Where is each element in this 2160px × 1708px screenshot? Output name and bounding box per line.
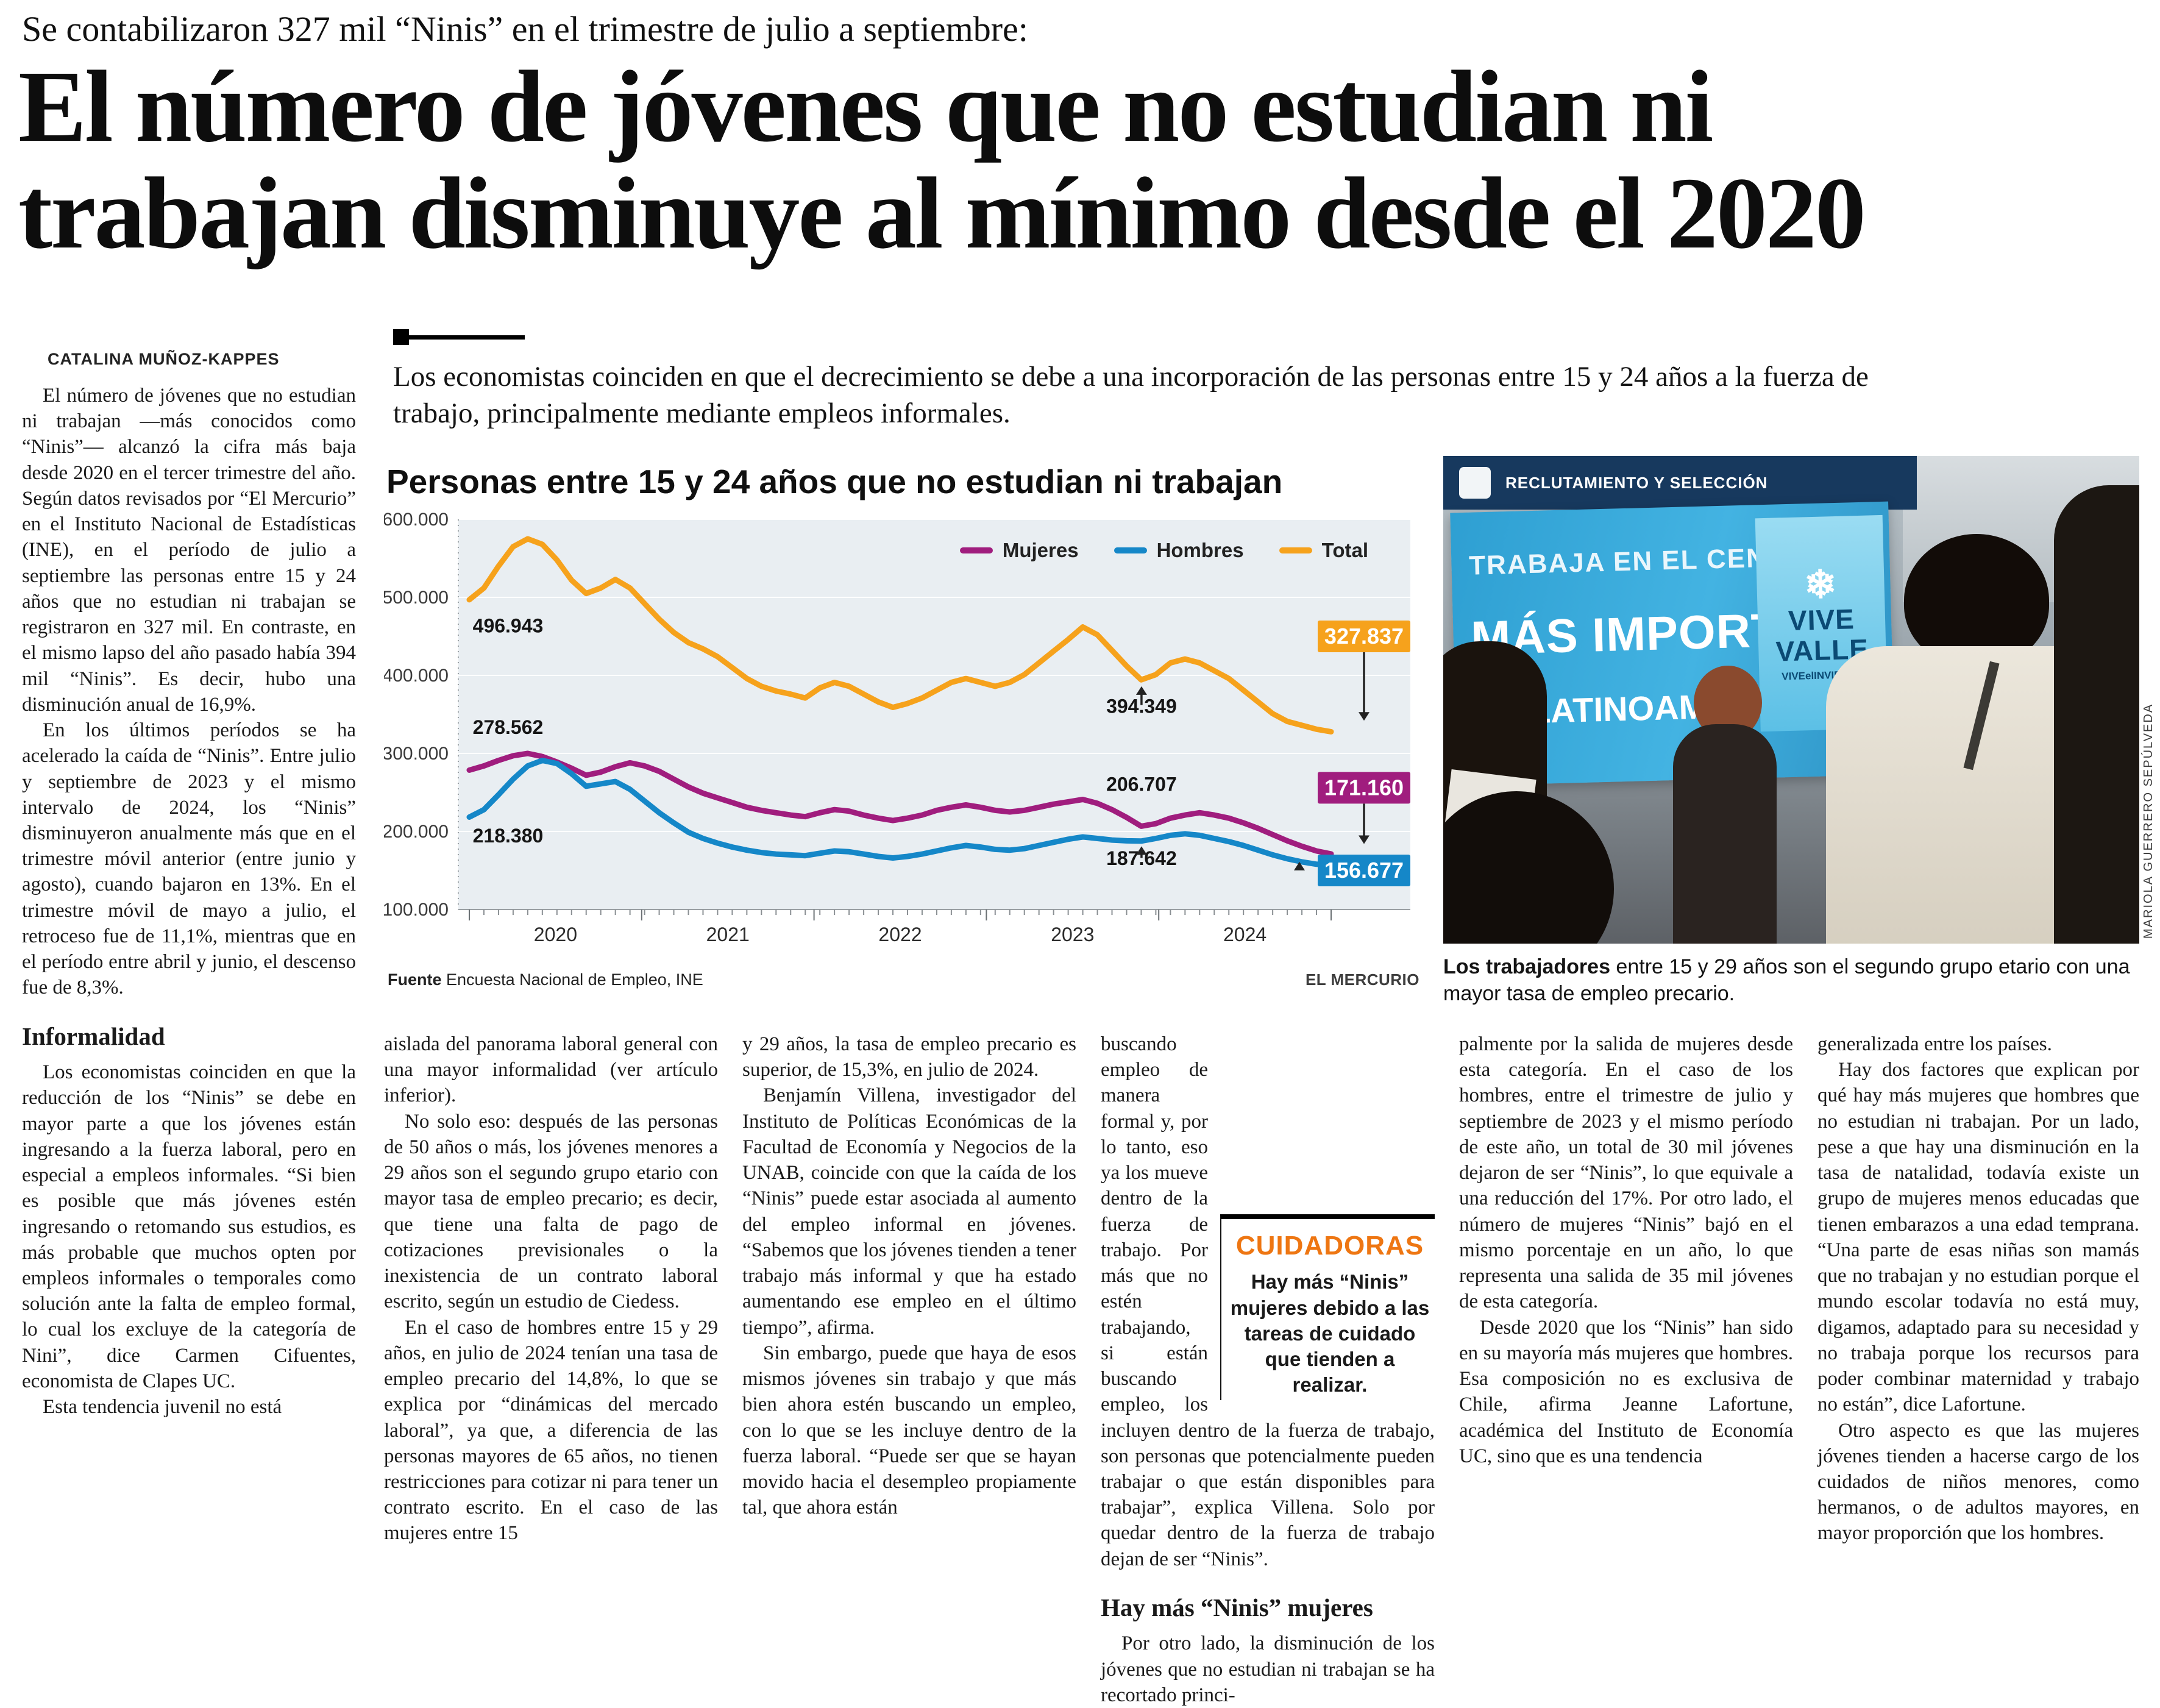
body-paragraph: En los últimos períodos se ha acelerado …: [22, 719, 356, 999]
svg-text:400.000: 400.000: [384, 666, 449, 686]
headline: El número de jóvenes que no estudian ni t…: [18, 54, 2139, 266]
byline: CATALINA MUÑOZ-KAPPES: [48, 350, 280, 368]
person-head-bottom-left: [1443, 791, 1614, 944]
chart-footer: Fuente Encuesta Nacional de Empleo, INE …: [384, 968, 1423, 989]
headline-line-1: El número de jóvenes que no estudian ni: [18, 50, 1713, 163]
body-paragraph: palmente por la salida de mujeres desde …: [1459, 1033, 1793, 1313]
photo-caption-lead: Los trabajadores: [1443, 955, 1610, 978]
banner-logo-icon: [1459, 467, 1491, 499]
body-paragraph: y 29 años, la tasa de empleo precario es…: [742, 1033, 1076, 1081]
body-paragraph: aislada del panorama laboral general con…: [384, 1033, 718, 1107]
body-paragraph: Sin embargo, puede que haya de esos mism…: [742, 1342, 1076, 1519]
article-column-3: y 29 años, la tasa de empleo precario es…: [742, 1031, 1076, 1520]
poster-line-1: TRABAJA EN EL CEN: [1468, 543, 1767, 581]
chart-title: Personas entre 15 y 24 años que no estud…: [386, 463, 1283, 500]
body-paragraph: Los economistas coinciden en que la redu…: [22, 1061, 356, 1392]
body-paragraph: Benjamín Villena, investigador del Insti…: [742, 1084, 1076, 1339]
snowflake-icon: ❄: [1803, 561, 1838, 607]
svg-text:2022: 2022: [878, 923, 922, 945]
svg-text:600.000: 600.000: [384, 511, 449, 530]
svg-text:200.000: 200.000: [384, 822, 449, 842]
legend-item-mujeres: Mujeres: [959, 539, 1079, 562]
article-column-5: palmente por la salida de mujeres desde …: [1459, 1031, 1793, 1469]
body-paragraph: No solo eso: después de las personas de …: [384, 1110, 718, 1313]
chart-plot-area: 600.000 500.000 400.000 300.000 200.000 100.0…: [383, 510, 1423, 968]
photo-caption-rest: entre 15 y 29 años son el segundo grupo …: [1443, 955, 2130, 1006]
svg-text:327.837: 327.837: [1324, 624, 1404, 649]
svg-text:2021: 2021: [706, 923, 750, 945]
man-head: [1903, 534, 2049, 667]
subhead-informalidad: Informalidad: [22, 1022, 165, 1050]
lede-rule: [409, 335, 525, 340]
chart-legend: Mujeres Hombres Total: [959, 539, 1368, 562]
svg-text:2024: 2024: [1223, 923, 1267, 945]
lede-block: Los economistas coinciden en que el decr…: [393, 329, 1886, 432]
body-paragraph: generalizada entre los países.: [1817, 1033, 2052, 1055]
legend-swatch-hombres: [1114, 547, 1147, 553]
svg-text:218.380: 218.380: [473, 825, 544, 847]
body-paragraph: En el caso de hombres entre 15 y 29 años…: [384, 1316, 718, 1545]
legend-item-hombres: Hombres: [1114, 539, 1244, 562]
svg-text:300.000: 300.000: [384, 744, 449, 764]
chart-source: Fuente Encuesta Nacional de Empleo, INE: [388, 970, 703, 989]
svg-text:500.000: 500.000: [384, 588, 449, 608]
vive-text: VIVE: [1788, 603, 1855, 636]
body-paragraph: Esta tendencia juvenil no está: [43, 1396, 282, 1418]
legend-label-hombres: Hombres: [1156, 539, 1244, 561]
chart-svg: 600.000 500.000 400.000 300.000 200.000 100.0…: [383, 510, 1410, 945]
article-column-6: generalizada entre los países. Hay dos f…: [1817, 1031, 2139, 1546]
article-column-1: El número de jóvenes que no estudian ni …: [22, 383, 356, 1420]
legend-swatch-total: [1279, 547, 1312, 553]
photo-caption: Los trabajadores entre 15 y 29 años son …: [1443, 953, 2138, 1007]
kicker: Se contabilizaron 327 mil “Ninis” en el …: [22, 9, 1028, 49]
banner-text: RECLUTAMIENTO Y SELECCIÓN: [1505, 473, 1768, 492]
woman-body: [1672, 724, 1777, 944]
legend-swatch-mujeres: [959, 547, 993, 553]
svg-text:278.562: 278.562: [473, 716, 544, 738]
chart-credit: EL MERCURIO: [1305, 970, 1419, 989]
legend-label-total: Total: [1321, 539, 1368, 561]
svg-text:2023: 2023: [1051, 923, 1094, 945]
body-paragraph: El número de jóvenes que no estudian ni …: [22, 385, 356, 716]
photo-banner: RECLUTAMIENTO Y SELECCIÓN: [1443, 456, 1917, 510]
nini-chart: Personas entre 15 y 24 años que no estud…: [383, 458, 1423, 989]
person-silhouette-right: [2054, 485, 2139, 944]
body-paragraph: Otro aspecto es que las mujeres jóvenes …: [1817, 1419, 2139, 1545]
svg-text:156.677: 156.677: [1324, 858, 1404, 883]
news-photo: RECLUTAMIENTO Y SELECCIÓN TRABAJA EN EL …: [1443, 456, 2139, 944]
pull-quote-title: CUIDADORAS: [1235, 1231, 1424, 1261]
pull-quote-cuidadoras: CUIDADORAS Hay más “Ninis” mujeres debid…: [1220, 1214, 1435, 1401]
photo-credit: MARIOLA GUERRERO SEPÚLVEDA: [2142, 703, 2155, 939]
lede-square-icon: [393, 329, 409, 345]
body-paragraph: buscando empleo de manera formal y, por …: [1101, 1033, 1435, 1570]
body-paragraph: Desde 2020 que los “Ninis” han sido en s…: [1459, 1316, 1793, 1467]
body-paragraph: Hay dos factores que explican por qué ha…: [1817, 1059, 2139, 1416]
svg-text:2020: 2020: [534, 923, 577, 945]
svg-text:100.000: 100.000: [384, 900, 449, 920]
svg-text:171.160: 171.160: [1324, 775, 1404, 800]
headline-line-2: trabajan disminuye al mínimo desde el 20…: [18, 156, 1866, 270]
svg-text:206.707: 206.707: [1106, 773, 1177, 795]
chart-source-text: Encuesta Nacional de Empleo, INE: [446, 970, 703, 989]
legend-item-total: Total: [1279, 539, 1368, 562]
article-column-2: aislada del panorama laboral general con…: [384, 1031, 718, 1546]
svg-text:496.943: 496.943: [473, 615, 544, 637]
article-column-4: CUIDADORAS Hay más “Ninis” mujeres debid…: [1101, 1031, 1435, 1708]
lede-paragraph: Los economistas coinciden en que el decr…: [393, 361, 1869, 430]
legend-label-mujeres: Mujeres: [1002, 539, 1079, 561]
lede-marker: [393, 329, 1886, 345]
pull-quote-text: Hay más “Ninis” mujeres debido a las tar…: [1230, 1270, 1430, 1397]
subhead-hay-mas-ninis: Hay más “Ninis” mujeres: [1101, 1593, 1373, 1621]
body-paragraph: Por otro lado, la disminución de los jóv…: [1101, 1632, 1435, 1706]
chart-source-label: Fuente: [388, 970, 442, 989]
